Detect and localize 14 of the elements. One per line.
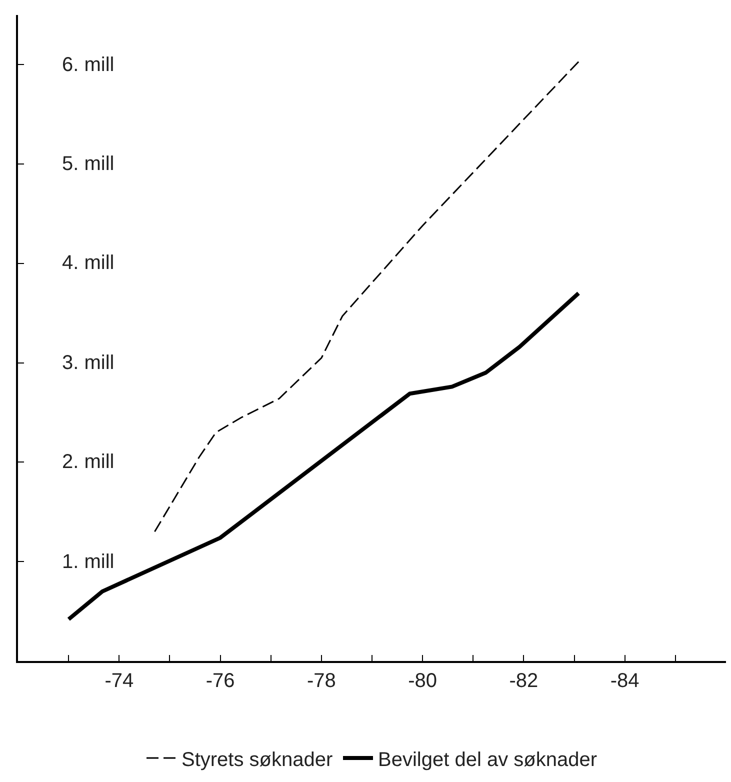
x-tick-label: -78 bbox=[307, 670, 336, 692]
x-tick-label: -74 bbox=[104, 670, 134, 692]
x-tick-label: -80 bbox=[408, 670, 437, 692]
y-tick-label: 2. mill bbox=[62, 451, 114, 473]
legend-label: Styrets søknader bbox=[182, 748, 333, 771]
x-tick-label: -82 bbox=[509, 670, 538, 692]
y-tick-label: 1. mill bbox=[62, 551, 114, 573]
x-tick-label: -76 bbox=[206, 670, 235, 692]
y-tick-label: 4. mill bbox=[62, 252, 114, 274]
y-tick-label: 5. mill bbox=[62, 153, 114, 175]
y-tick-label: 3. mill bbox=[62, 352, 114, 374]
y-tick-label: 6. mill bbox=[62, 54, 114, 76]
x-tick-label: -84 bbox=[610, 670, 640, 692]
legend-label: Bevilget del av søknader bbox=[378, 748, 598, 771]
